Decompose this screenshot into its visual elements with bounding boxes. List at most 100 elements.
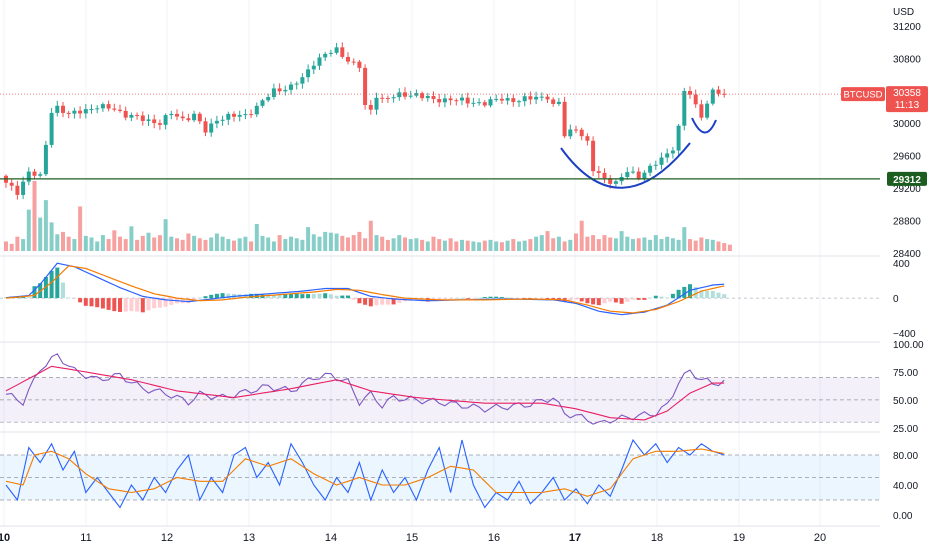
candle-body[interactable] bbox=[140, 115, 145, 121]
candle-body[interactable] bbox=[89, 108, 94, 110]
candle-body[interactable] bbox=[636, 171, 641, 179]
candle-body[interactable] bbox=[551, 99, 556, 104]
candle-body[interactable] bbox=[95, 108, 100, 110]
candle-body[interactable] bbox=[106, 104, 111, 109]
drawn-annotations[interactable] bbox=[560, 117, 717, 189]
candle-body[interactable] bbox=[471, 102, 476, 104]
candle-body[interactable] bbox=[254, 105, 259, 115]
candle-body[interactable] bbox=[477, 102, 482, 104]
candle-body[interactable] bbox=[465, 97, 470, 104]
candle-body[interactable] bbox=[699, 104, 704, 118]
candle-body[interactable] bbox=[511, 98, 516, 102]
candle-body[interactable] bbox=[289, 84, 293, 90]
macd-pane[interactable] bbox=[0, 262, 880, 316]
candle-body[interactable] bbox=[55, 105, 60, 113]
candle-body[interactable] bbox=[653, 164, 658, 166]
candle-body[interactable] bbox=[642, 172, 647, 179]
candle-body[interactable] bbox=[522, 96, 527, 102]
candle-body[interactable] bbox=[214, 120, 219, 124]
candle-body[interactable] bbox=[710, 89, 715, 104]
candle-body[interactable] bbox=[283, 89, 288, 92]
candle-body[interactable] bbox=[705, 103, 710, 118]
candle-body[interactable] bbox=[72, 110, 77, 114]
time-axis[interactable]: 10 11 12 13 14 15 16 17 18 19 20 bbox=[0, 532, 826, 544]
candle-body[interactable] bbox=[243, 114, 248, 116]
candle-body[interactable] bbox=[100, 104, 105, 109]
candle-body[interactable] bbox=[608, 178, 613, 184]
candle-body[interactable] bbox=[157, 123, 162, 125]
candle-body[interactable] bbox=[722, 93, 727, 95]
candle-body[interactable] bbox=[220, 119, 225, 121]
candle-body[interactable] bbox=[539, 96, 544, 98]
candle-body[interactable] bbox=[454, 100, 459, 102]
candle-body[interactable] bbox=[374, 97, 379, 110]
candle-body[interactable] bbox=[670, 150, 675, 154]
candle-body[interactable] bbox=[311, 65, 316, 70]
candle-body[interactable] bbox=[494, 98, 499, 100]
candle-body[interactable] bbox=[192, 113, 197, 121]
candle-body[interactable] bbox=[323, 53, 328, 58]
candle-body[interactable] bbox=[391, 97, 396, 99]
candle-body[interactable] bbox=[43, 144, 48, 175]
candle-body[interactable] bbox=[38, 174, 43, 176]
candle-body[interactable] bbox=[505, 98, 510, 101]
candle-body[interactable] bbox=[135, 114, 140, 116]
candle-body[interactable] bbox=[448, 98, 453, 101]
candle-body[interactable] bbox=[613, 181, 618, 184]
candle-body[interactable] bbox=[368, 104, 373, 110]
candle-body[interactable] bbox=[659, 157, 664, 165]
candle-body[interactable] bbox=[591, 140, 596, 172]
candle-body[interactable] bbox=[488, 99, 493, 106]
candle-body[interactable] bbox=[15, 185, 20, 195]
candle-body[interactable] bbox=[294, 83, 299, 85]
candle-body[interactable] bbox=[482, 102, 487, 106]
candle-body[interactable] bbox=[334, 47, 339, 53]
candle-body[interactable] bbox=[676, 125, 681, 151]
candle-body[interactable] bbox=[625, 172, 630, 177]
candle-body[interactable] bbox=[585, 136, 590, 141]
candle-body[interactable] bbox=[203, 121, 208, 133]
stochastic-pane[interactable] bbox=[0, 438, 880, 509]
candle-body[interactable] bbox=[363, 67, 368, 105]
candle-body[interactable] bbox=[425, 96, 430, 99]
candles[interactable] bbox=[4, 42, 727, 200]
candle-body[interactable] bbox=[574, 129, 578, 131]
candle-body[interactable] bbox=[545, 96, 550, 100]
price-axis[interactable]: USD 312003080030400300002960029200288002… bbox=[893, 7, 924, 522]
candle-body[interactable] bbox=[123, 110, 128, 118]
candle-body[interactable] bbox=[499, 98, 504, 101]
candle-body[interactable] bbox=[271, 88, 276, 97]
handle-curve-drawing[interactable] bbox=[691, 117, 717, 134]
candle-body[interactable] bbox=[186, 118, 191, 121]
candle-body[interactable] bbox=[237, 114, 242, 117]
rsi-pane[interactable] bbox=[0, 353, 880, 425]
candle-body[interactable] bbox=[9, 182, 14, 186]
candle-body[interactable] bbox=[112, 108, 117, 110]
candle-body[interactable] bbox=[78, 110, 83, 114]
candle-body[interactable] bbox=[385, 97, 390, 99]
candle-body[interactable] bbox=[266, 96, 271, 101]
candle-body[interactable] bbox=[317, 57, 322, 66]
candle-body[interactable] bbox=[277, 88, 282, 92]
candle-body[interactable] bbox=[300, 77, 305, 84]
candle-body[interactable] bbox=[437, 99, 442, 103]
candle-body[interactable] bbox=[431, 96, 436, 100]
candle-body[interactable] bbox=[631, 171, 635, 173]
candle-body[interactable] bbox=[648, 165, 653, 173]
candle-body[interactable] bbox=[442, 98, 447, 103]
cup-curve-drawing[interactable] bbox=[560, 142, 691, 189]
candle-body[interactable] bbox=[129, 114, 134, 118]
candle-body[interactable] bbox=[534, 96, 539, 100]
candle-body[interactable] bbox=[49, 112, 54, 145]
candle-body[interactable] bbox=[397, 92, 402, 98]
candle-body[interactable] bbox=[306, 69, 311, 78]
candle-body[interactable] bbox=[32, 171, 37, 176]
candle-body[interactable] bbox=[408, 95, 413, 97]
candle-body[interactable] bbox=[579, 129, 584, 137]
candle-body[interactable] bbox=[249, 114, 254, 116]
candle-body[interactable] bbox=[665, 153, 670, 158]
candle-body[interactable] bbox=[209, 123, 214, 133]
candle-body[interactable] bbox=[328, 52, 333, 54]
hline-price-tag[interactable]: 29312 bbox=[887, 171, 927, 186]
